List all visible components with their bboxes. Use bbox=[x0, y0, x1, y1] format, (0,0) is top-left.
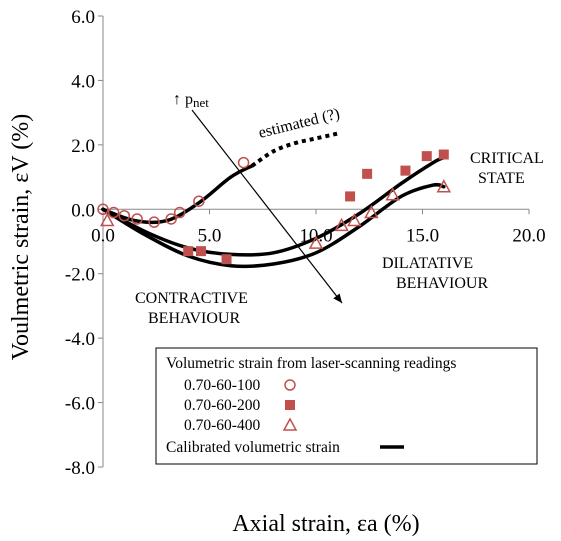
legend-marker-square bbox=[285, 400, 295, 410]
point-0.70-60-100 bbox=[131, 213, 143, 225]
point-0.70-60-400 bbox=[364, 204, 379, 219]
point-0.70-60-100 bbox=[118, 209, 131, 222]
calibrated-curve-1 bbox=[101, 164, 254, 225]
point-0.70-60-100 bbox=[107, 206, 120, 219]
point-0.70-60-100 bbox=[193, 195, 205, 207]
point-0.70-60-200 bbox=[221, 254, 232, 265]
y-tick-label: -8.0 bbox=[65, 458, 95, 479]
dilatative-label-line2: BEHAVIOUR bbox=[396, 275, 488, 292]
point-0.70-60-400 bbox=[334, 217, 349, 232]
point-0.70-60-400 bbox=[347, 212, 362, 227]
point-0.70-60-200 bbox=[400, 165, 411, 176]
pnet-arrow-label: ↑ pnet bbox=[173, 91, 209, 110]
point-0.70-60-100 bbox=[165, 213, 177, 225]
contractive-label-line2: BEHAVIOUR bbox=[148, 310, 240, 327]
x-tick-label: 20.0 bbox=[512, 225, 545, 246]
x-tick-label: 15.0 bbox=[406, 225, 439, 246]
point-0.70-60-400 bbox=[436, 179, 452, 193]
calibrated-curve-2 bbox=[101, 155, 446, 257]
y-tick-label: -6.0 bbox=[65, 394, 95, 415]
y-axis-title: Voulmetric strain, εV (%) bbox=[8, 114, 34, 360]
point-0.70-60-200 bbox=[195, 246, 206, 257]
legend-title: Volumetric strain from laser-scanning re… bbox=[166, 355, 456, 372]
x-axis-title: Axial strain, εa (%) bbox=[232, 511, 419, 537]
legend-marker-circle bbox=[284, 379, 296, 391]
y-tick-label: 4.0 bbox=[71, 71, 95, 92]
y-tick-label: 6.0 bbox=[71, 7, 95, 28]
point-0.70-60-100 bbox=[173, 206, 186, 219]
point-0.70-60-200 bbox=[438, 149, 449, 160]
y-tick-label: 2.0 bbox=[71, 136, 95, 157]
estimated-dotted-curve bbox=[250, 131, 338, 168]
legend-box bbox=[155, 347, 538, 465]
pnet-arrow-head bbox=[333, 293, 342, 303]
point-0.70-60-400 bbox=[385, 187, 400, 201]
point-0.70-60-400 bbox=[99, 212, 115, 227]
point-0.70-60-200 bbox=[362, 168, 373, 179]
legend: Volumetric strain from laser-scanning re… bbox=[155, 347, 538, 465]
y-tick-label: 0.0 bbox=[71, 200, 95, 221]
x-tick-label: 0.0 bbox=[91, 225, 115, 246]
plot-area: 6.04.02.00.0-2.0-4.0-6.0-8.00.0 5.0 10.0 15… bbox=[65, 7, 546, 479]
point-0.70-60-200 bbox=[183, 246, 194, 257]
legend-entry-400: 0.70-60-400 bbox=[184, 417, 260, 434]
legend-entry-100: 0.70-60-100 bbox=[184, 377, 260, 394]
legend-marker-triangle bbox=[282, 417, 298, 431]
legend-entry-200: 0.70-60-200 bbox=[184, 397, 260, 414]
y-tick-label: -2.0 bbox=[65, 265, 95, 286]
calibrated-curve-3 bbox=[101, 182, 446, 269]
pnet-arrow-line bbox=[191, 109, 343, 304]
critical-state-label-line1: CRITICAL bbox=[470, 150, 544, 167]
legend-entry-calibrated: Calibrated volumetric strain bbox=[166, 439, 340, 456]
y-tick-label: -4.0 bbox=[65, 329, 95, 350]
critical-state-label-line2: STATE bbox=[478, 170, 525, 187]
contractive-label-line1: CONTRACTIVE bbox=[135, 290, 248, 307]
x-tick-label: 5.0 bbox=[198, 225, 222, 246]
point-0.70-60-400 bbox=[308, 235, 324, 249]
point-0.70-60-200 bbox=[421, 151, 432, 162]
point-0.70-60-100 bbox=[237, 156, 250, 169]
dilatative-label-line1: DILATATIVE bbox=[382, 255, 473, 272]
point-0.70-60-100 bbox=[97, 203, 109, 216]
point-0.70-60-100 bbox=[148, 216, 160, 228]
point-0.70-60-200 bbox=[345, 191, 356, 202]
